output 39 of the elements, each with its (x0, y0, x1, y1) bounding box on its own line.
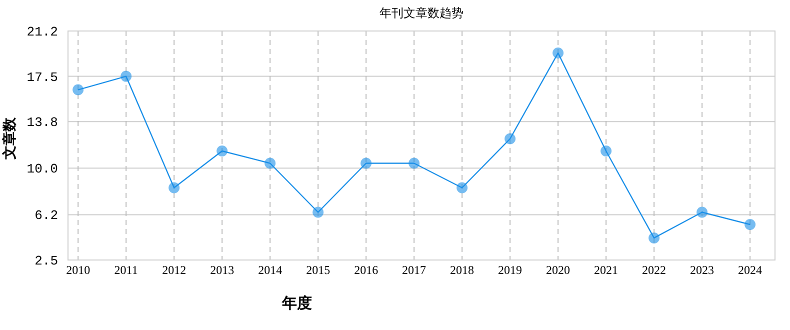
x-tick-label: 2015 (306, 263, 330, 277)
point (168, 182, 180, 194)
point (264, 158, 276, 169)
y-tick-label: 17.5 (26, 70, 58, 85)
y-axis-title: 文章数 (1, 116, 18, 160)
x-tick-label: 2010 (66, 263, 90, 277)
y-tick-label: 21.2 (26, 24, 58, 40)
x-tick-label: 2011 (114, 263, 138, 277)
y-tick-label: 10.0 (26, 162, 58, 177)
point (408, 158, 420, 169)
point (600, 146, 612, 157)
point (648, 232, 660, 244)
x-tick-label: 2023 (690, 263, 714, 277)
point (312, 206, 324, 218)
x-tick-label: 2022 (642, 263, 666, 277)
point (72, 84, 84, 96)
chart-title: 年刊文章数趋势 (380, 6, 464, 20)
x-tick-label: 2016 (354, 263, 378, 277)
x-tick-label: 2024 (738, 263, 762, 277)
y-tick-label: 13.8 (26, 115, 58, 130)
point (504, 133, 516, 144)
point (744, 218, 756, 230)
y-tick-label: 2.5 (34, 254, 58, 269)
point (216, 146, 228, 157)
x-tick-label: 2018 (450, 263, 474, 277)
x-tick-label: 2017 (402, 263, 426, 277)
x-tick-label: 2013 (210, 263, 234, 277)
point (696, 206, 708, 218)
x-tick-label: 2019 (498, 263, 522, 277)
point (456, 182, 468, 194)
x-tick-label: 2012 (162, 263, 186, 277)
x-axis-title: 年度 (281, 294, 312, 312)
point (552, 48, 564, 59)
x-tick-label: 2021 (594, 263, 618, 277)
x-tick-label: 2020 (546, 263, 570, 277)
x-tick-label: 2014 (258, 263, 282, 277)
point (120, 70, 132, 82)
y-tick-label: 6.2 (34, 208, 58, 224)
point (360, 158, 372, 169)
